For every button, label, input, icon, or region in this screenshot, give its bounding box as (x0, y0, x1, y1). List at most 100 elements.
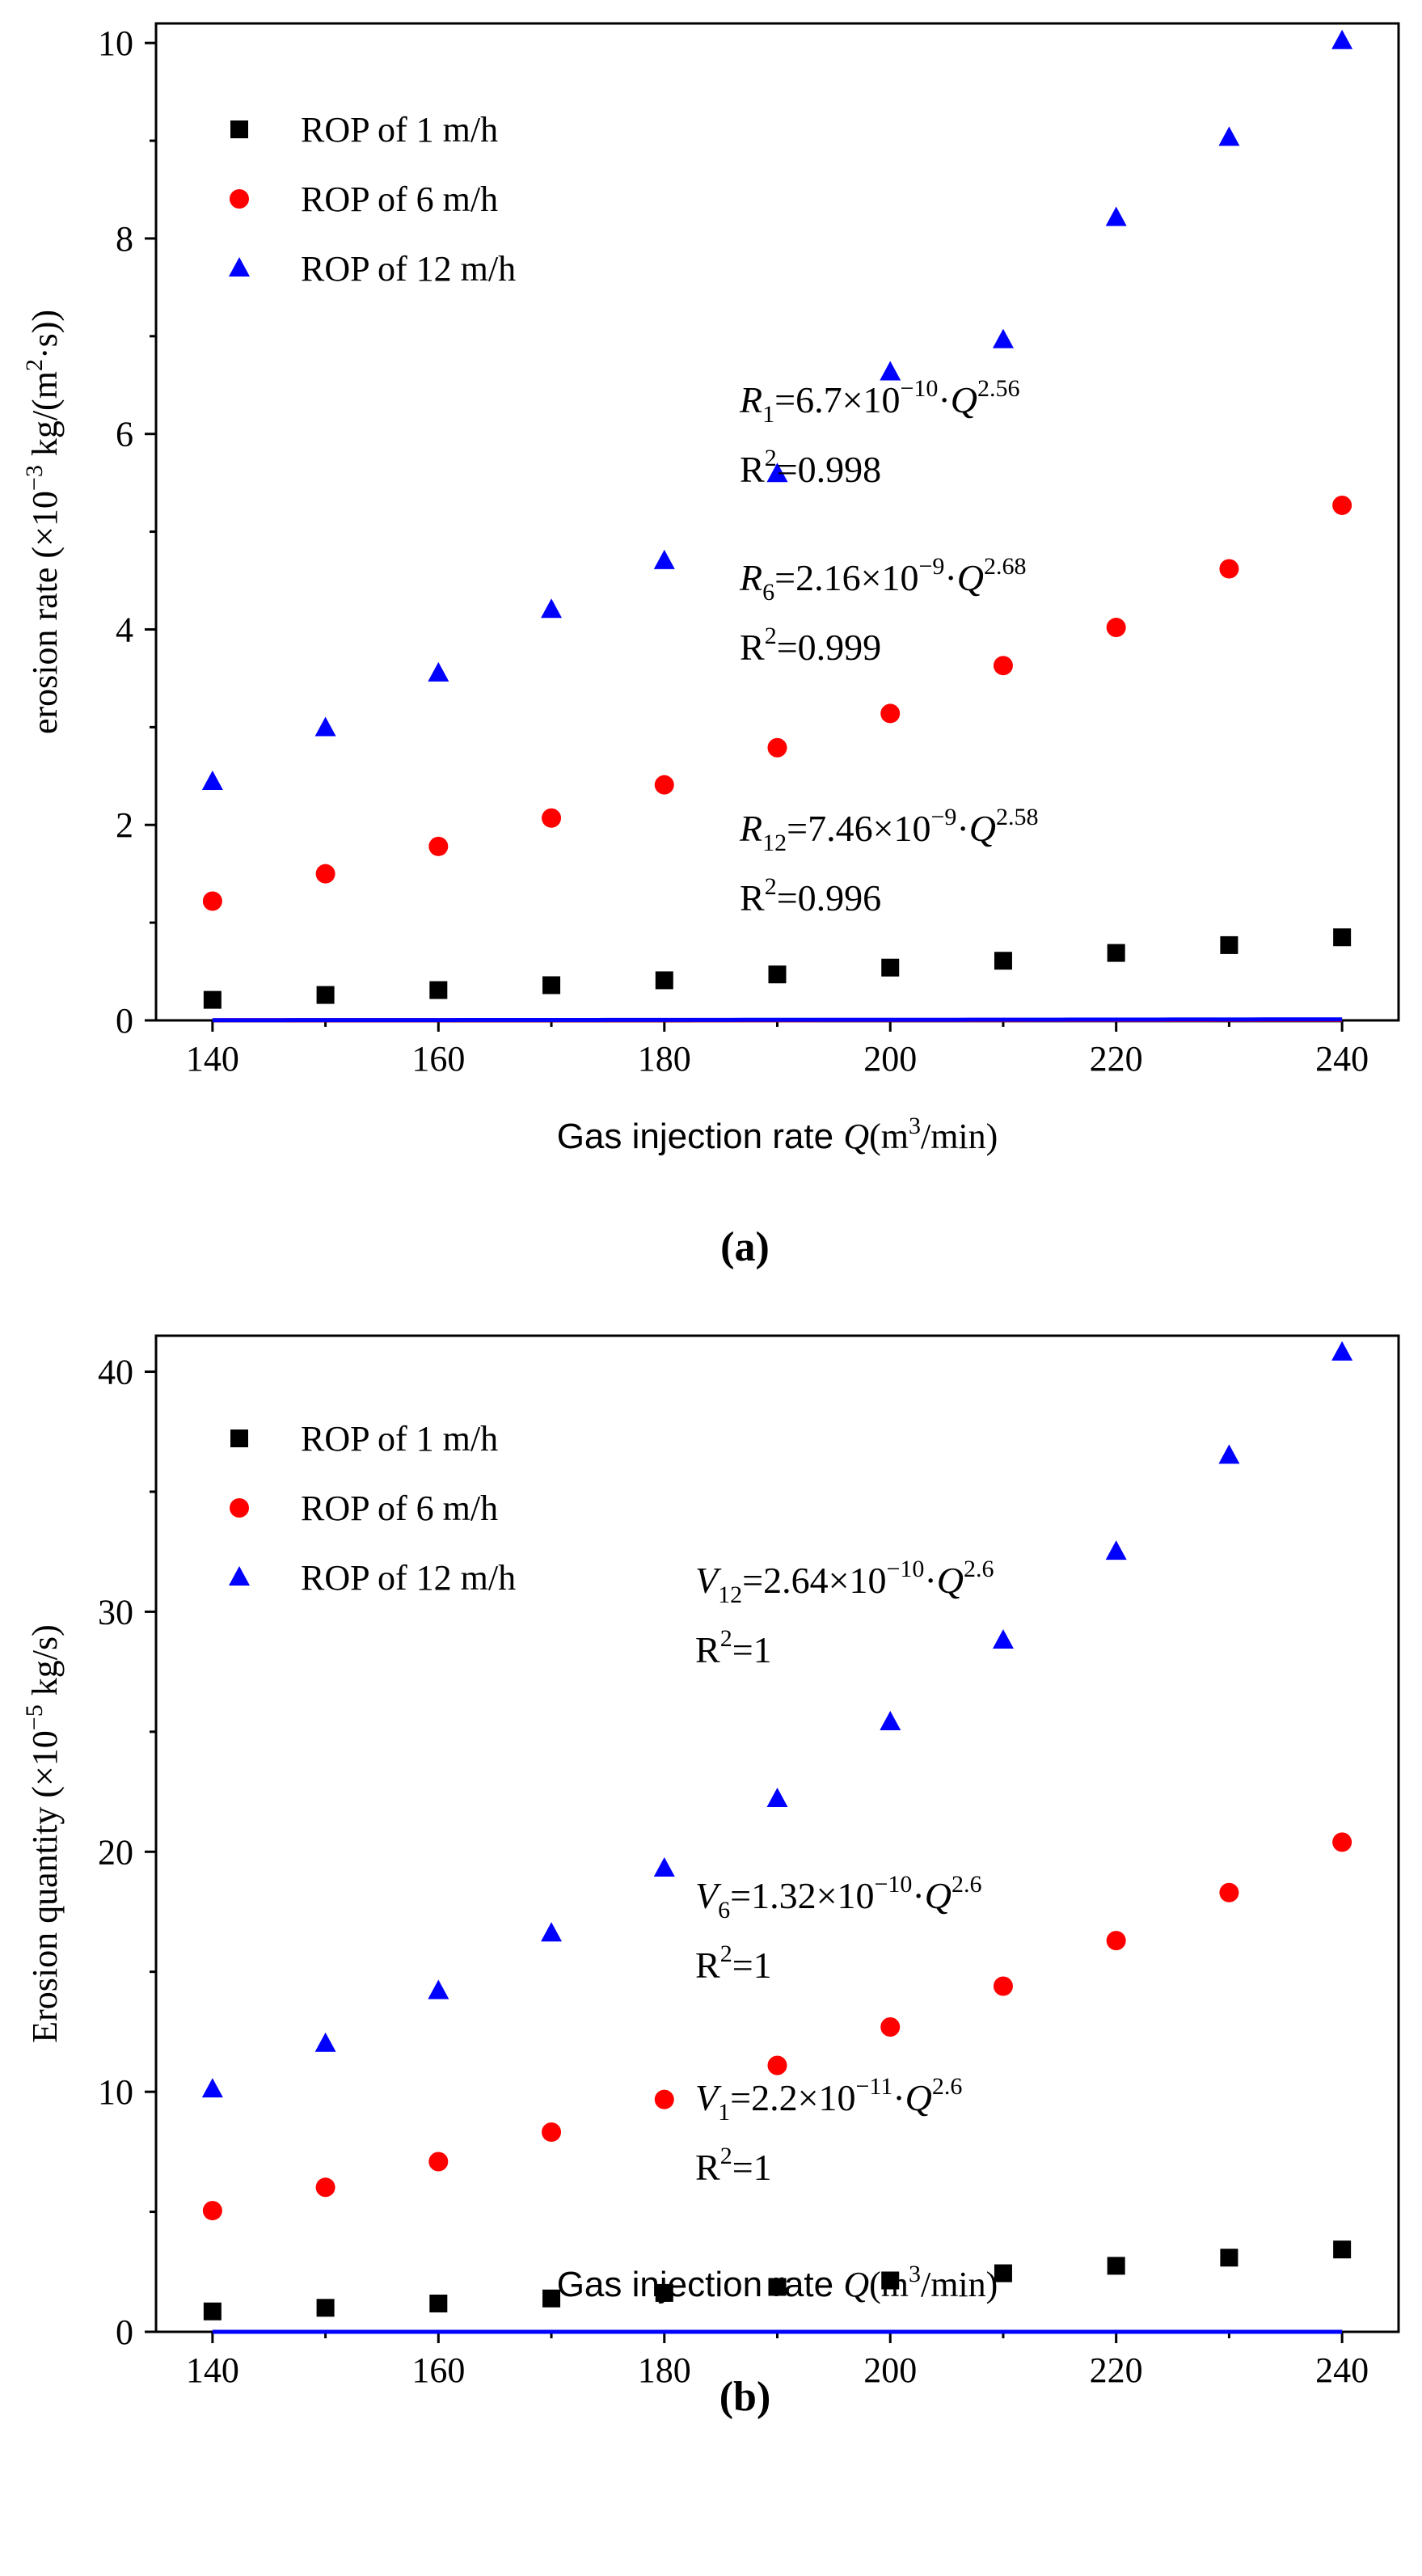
data-point (1107, 944, 1125, 962)
chart-panel-b: 140 160 180 200 220 240 0 10 20 30 40 Gas injection… (21, 1334, 1400, 2420)
data-point (880, 703, 901, 724)
legend-entry: ROP of 12 m/h (301, 249, 516, 289)
y-axis-label: Erosion quantity (×10−5 kg/s) (21, 1624, 65, 2042)
data-point (1105, 1540, 1127, 1560)
legend-entry: ROP of 1 m/h (301, 1419, 498, 1459)
data-point (314, 2032, 336, 2052)
data-point (429, 981, 448, 999)
data-point (315, 864, 335, 884)
series-1-mh (203, 928, 1352, 1023)
data-point (316, 2299, 335, 2317)
y-tick-label: 10 (98, 23, 133, 63)
data-point (1219, 1882, 1239, 1902)
data-point (655, 971, 673, 990)
y-tick-label: 8 (116, 219, 133, 259)
y-tick-label: 40 (98, 1353, 133, 1392)
data-point (880, 2016, 901, 2037)
x-tick-label: 140 (186, 1039, 239, 1079)
data-point (1106, 618, 1126, 638)
x-tick-label: 200 (863, 2350, 917, 2390)
fit-equation: R12=7.46×10−9·Q2.58 (739, 804, 1039, 856)
plot-frame (154, 22, 1400, 1022)
fit-r-squared: R2=1 (695, 1940, 772, 1986)
x-tick-label: 140 (186, 2350, 239, 2390)
data-point (768, 2278, 787, 2296)
data-point (880, 361, 901, 381)
data-point (429, 2294, 448, 2312)
legend-marker (229, 257, 250, 277)
data-point (314, 716, 336, 737)
plot-frame (154, 1334, 1400, 2333)
x-tick-label: 220 (1090, 2350, 1143, 2390)
fit-r-squared: R2=0.998 (740, 445, 881, 490)
legend-marker (230, 1429, 248, 1447)
series-12-mh (201, 29, 1353, 1023)
x-tick-label: 180 (638, 1039, 691, 1079)
x-tick-label: 240 (1315, 2350, 1369, 2390)
data-point (203, 2302, 222, 2321)
x-tick-label: 160 (411, 2350, 465, 2390)
data-point (994, 952, 1012, 970)
data-point (541, 1922, 563, 1942)
data-point (992, 1629, 1014, 1649)
data-point (202, 2201, 222, 2221)
data-point (542, 2289, 561, 2308)
data-point (1218, 126, 1240, 146)
y-tick-label: 30 (98, 1592, 133, 1632)
x-tick-label: 180 (638, 2350, 691, 2390)
data-point (1332, 1832, 1352, 1852)
legend-entry: ROP of 6 m/h (301, 1489, 498, 1528)
data-point (766, 1787, 788, 1807)
data-point (1331, 1341, 1353, 1361)
fit-equation: R1=6.7×10−10·Q2.56 (739, 375, 1020, 428)
data-point (1333, 2240, 1352, 2259)
data-point (1332, 495, 1352, 515)
series-1-mh (203, 2240, 1352, 2334)
data-point (541, 598, 563, 619)
data-point (655, 2283, 673, 2302)
data-point (316, 986, 335, 1004)
data-point (880, 1710, 901, 1730)
data-point (994, 2264, 1012, 2283)
data-point (881, 958, 900, 977)
x-tick-label: 240 (1315, 1039, 1369, 1079)
data-point (1218, 1444, 1240, 1464)
y-tick-label: 0 (116, 2312, 133, 2352)
data-point (768, 965, 787, 984)
data-point (653, 549, 675, 569)
legend-marker (230, 120, 248, 138)
data-point (1331, 29, 1353, 49)
chart-panel-a: 140 160 180 200 220 240 0 2 4 6 8 10 Gas injection r… (21, 22, 1400, 1270)
x-tick-label: 160 (411, 1039, 465, 1079)
data-point (992, 328, 1014, 348)
fit-r-squared: R2=1 (695, 2143, 772, 2188)
legend-entry: ROP of 6 m/h (301, 179, 498, 219)
x-tick-label: 200 (863, 1039, 917, 1079)
data-point (542, 976, 561, 995)
data-point (1106, 1931, 1126, 1951)
data-point (1107, 2257, 1125, 2275)
legend-entry: ROP of 12 m/h (301, 1558, 516, 1598)
data-point (881, 2271, 900, 2290)
data-point (1219, 559, 1239, 579)
fit-r-squared: R2=0.996 (740, 873, 881, 918)
data-point (767, 2055, 787, 2076)
data-point (542, 808, 562, 828)
data-point (202, 891, 222, 911)
x-axis-label: Gas injection rate Q(m3/min) (557, 2261, 998, 2304)
fit-equation: R6=2.16×10−9·Q2.68 (739, 553, 1027, 606)
y-tick-label: 6 (116, 415, 133, 454)
data-point (654, 2089, 674, 2109)
data-point (203, 990, 222, 1009)
data-point (542, 2122, 562, 2143)
legend-entry: ROP of 1 m/h (301, 110, 498, 150)
data-point (1220, 935, 1238, 954)
data-point (993, 1976, 1013, 1996)
legend: ROP of 1 m/h ROP of 6 m/h ROP of 12 m/h (229, 1419, 516, 1598)
fit-r-squared: R2=0.999 (740, 623, 881, 668)
data-point (1220, 2249, 1238, 2267)
x-axis-label: Gas injection rate Q(m3/min) (557, 1113, 998, 1156)
y-tick-label: 2 (116, 805, 133, 845)
fit-equation: V12=2.64×10−10·Q2.6 (695, 1556, 994, 1608)
